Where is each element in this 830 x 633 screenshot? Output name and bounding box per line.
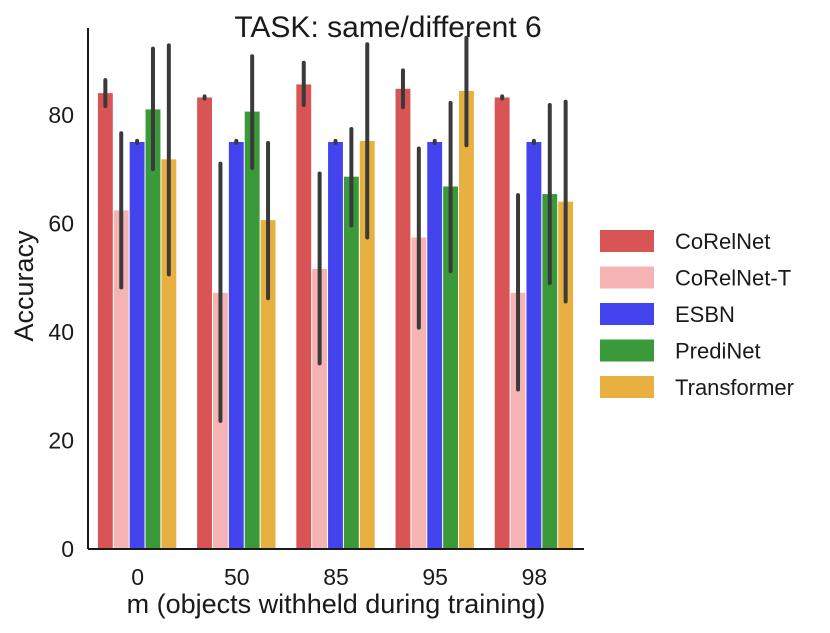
bar-transformer-95 [459,90,474,549]
x-tick-label: 95 [422,564,448,590]
bar-corelnet-50 [197,97,212,549]
x-tick-label: 50 [224,564,250,590]
y-tick-label: 20 [48,427,74,453]
legend-swatch-corelnet-t [600,266,654,289]
error-bars-layer [103,35,568,423]
bar-corelnet-t-98 [510,292,526,549]
bar-transformer-85 [359,140,375,549]
bar-corelnet-98 [494,97,510,549]
bar-predinet-95 [443,186,459,549]
bar-predinet-0 [145,109,161,549]
bar-corelnet-0 [97,93,113,550]
bar-corelnet-t-0 [113,210,129,549]
legend-label-transformer: Transformer [675,375,794,400]
legend-swatch-transformer [600,376,654,398]
chart-title: TASK: same/different 6 [234,11,541,44]
bar-esbn-85 [328,141,343,549]
bars-layer [97,84,574,550]
bar-esbn-50 [228,141,244,549]
y-tick-label: 40 [48,319,74,345]
bar-predinet-85 [343,176,359,549]
bar-corelnet-95 [395,88,411,549]
legend-swatch-corelnet [600,230,654,252]
legend-swatch-esbn [600,303,654,325]
legend: CoRelNet CoRelNet-T ESBN PrediNet Transforme… [600,229,794,400]
bar-corelnet-85 [296,84,312,549]
y-tick-label: 60 [48,210,74,236]
bar-esbn-0 [129,141,145,549]
y-axis-label: Accuracy [9,230,39,342]
bar-transformer-0 [161,159,177,549]
y-tick-labels: 0 20 40 60 80 [48,102,74,562]
bar-transformer-50 [260,220,276,549]
bar-esbn-98 [526,141,542,549]
legend-label-corelnet-t: CoRelNet-T [675,266,791,291]
bar-corelnet-t-85 [312,268,328,549]
legend-label-esbn: ESBN [675,302,735,327]
x-tick-labels: 0 50 85 95 98 [131,564,547,590]
bar-predinet-98 [542,194,558,549]
y-tick-label: 80 [48,102,74,128]
bar-transformer-98 [558,201,574,550]
legend-label-predinet: PrediNet [675,339,761,364]
legend-swatch-predinet [600,339,654,362]
legend-label-corelnet: CoRelNet [675,229,770,254]
y-tick-label: 0 [61,536,74,562]
x-tick-label: 0 [131,564,144,590]
bar-esbn-95 [427,141,443,549]
bar-predinet-50 [244,111,260,549]
x-tick-label: 98 [522,564,548,590]
bar-corelnet-t-95 [411,237,427,550]
x-axis-label: m (objects withheld during training) [127,589,546,619]
x-tick-label: 85 [323,564,349,590]
